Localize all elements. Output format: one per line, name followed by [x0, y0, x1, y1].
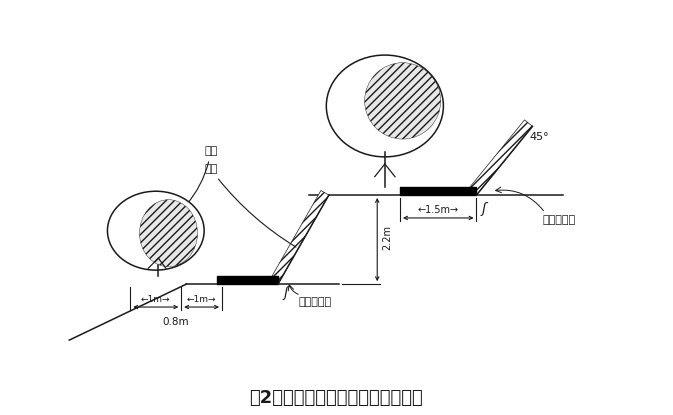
Text: 削土: 削土: [204, 164, 296, 247]
Ellipse shape: [365, 63, 441, 139]
Text: ←1m→: ←1m→: [187, 295, 216, 305]
Text: 45°: 45°: [530, 132, 550, 142]
Text: 0.8m: 0.8m: [163, 317, 190, 327]
Polygon shape: [270, 190, 329, 284]
Ellipse shape: [326, 55, 444, 157]
Text: ←1m→: ←1m→: [141, 295, 170, 305]
Polygon shape: [468, 120, 532, 195]
Ellipse shape: [108, 191, 204, 270]
Text: ʃ: ʃ: [482, 202, 487, 216]
Text: ←1.5m→: ←1.5m→: [418, 205, 459, 215]
Text: 園内作業道: 園内作業道: [298, 297, 331, 307]
Text: 縮伐: 縮伐: [186, 146, 217, 206]
Text: 園内作業道: 園内作業道: [542, 215, 576, 225]
Ellipse shape: [139, 200, 198, 267]
Text: ʃ: ʃ: [283, 286, 288, 300]
Text: 図2　階段畑での園内作業道の配置: 図2 階段畑での園内作業道の配置: [250, 389, 423, 407]
Text: 2.2m: 2.2m: [382, 225, 392, 249]
